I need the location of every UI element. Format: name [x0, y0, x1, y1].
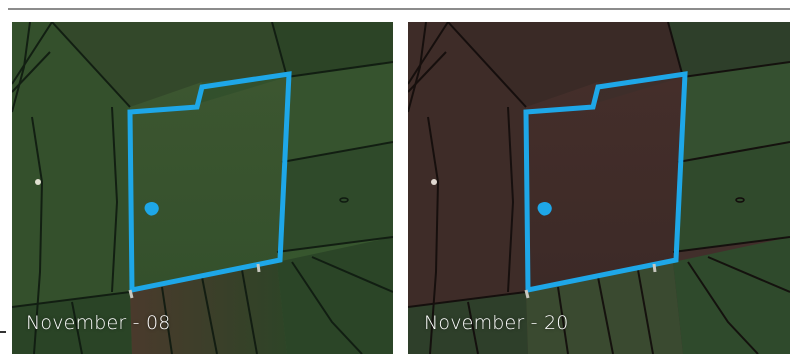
satellite-image-left — [12, 22, 393, 354]
field-boundary-outline-right — [523, 71, 688, 294]
side-tick-mark — [0, 331, 6, 333]
blue-blob-marker-icon — [537, 202, 552, 216]
satellite-image-right — [408, 22, 790, 354]
top-divider — [8, 8, 790, 10]
satellite-panel-november-08: November - 08 — [12, 22, 393, 354]
date-caption-right: November - 20 — [424, 312, 569, 334]
field-boundary-outline-left — [127, 71, 292, 294]
date-caption-left: November - 08 — [26, 312, 171, 334]
blue-blob-marker-icon — [144, 202, 159, 216]
satellite-panel-november-20: November - 20 — [408, 22, 790, 354]
